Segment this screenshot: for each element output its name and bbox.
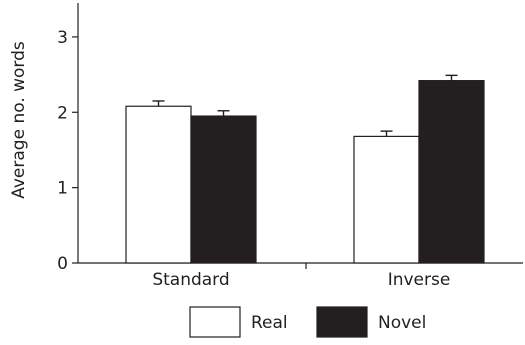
bar-novel-inverse bbox=[418, 80, 485, 264]
bar-novel-standard bbox=[190, 115, 257, 264]
legend-swatch-real bbox=[189, 306, 241, 338]
axes: 0 1 2 3 Average no. words Standard Inverse bbox=[9, 3, 523, 290]
legend-label-real: Real bbox=[251, 313, 288, 333]
y-tick-label: 2 bbox=[57, 103, 68, 123]
y-axis-title: Average no. words bbox=[9, 41, 29, 199]
bar-real-inverse bbox=[353, 135, 420, 264]
y-tick-label: 1 bbox=[57, 179, 68, 199]
bars bbox=[125, 74, 485, 264]
x-category-label: Inverse bbox=[388, 270, 451, 290]
legend-label-novel: Novel bbox=[378, 313, 426, 333]
y-tick-label: 0 bbox=[57, 254, 68, 274]
x-category-label: Standard bbox=[152, 270, 229, 290]
legend: Real Novel bbox=[189, 306, 426, 338]
legend-swatch-novel bbox=[316, 306, 368, 338]
y-tick-label: 3 bbox=[57, 28, 68, 48]
bar-real-standard bbox=[125, 105, 192, 264]
